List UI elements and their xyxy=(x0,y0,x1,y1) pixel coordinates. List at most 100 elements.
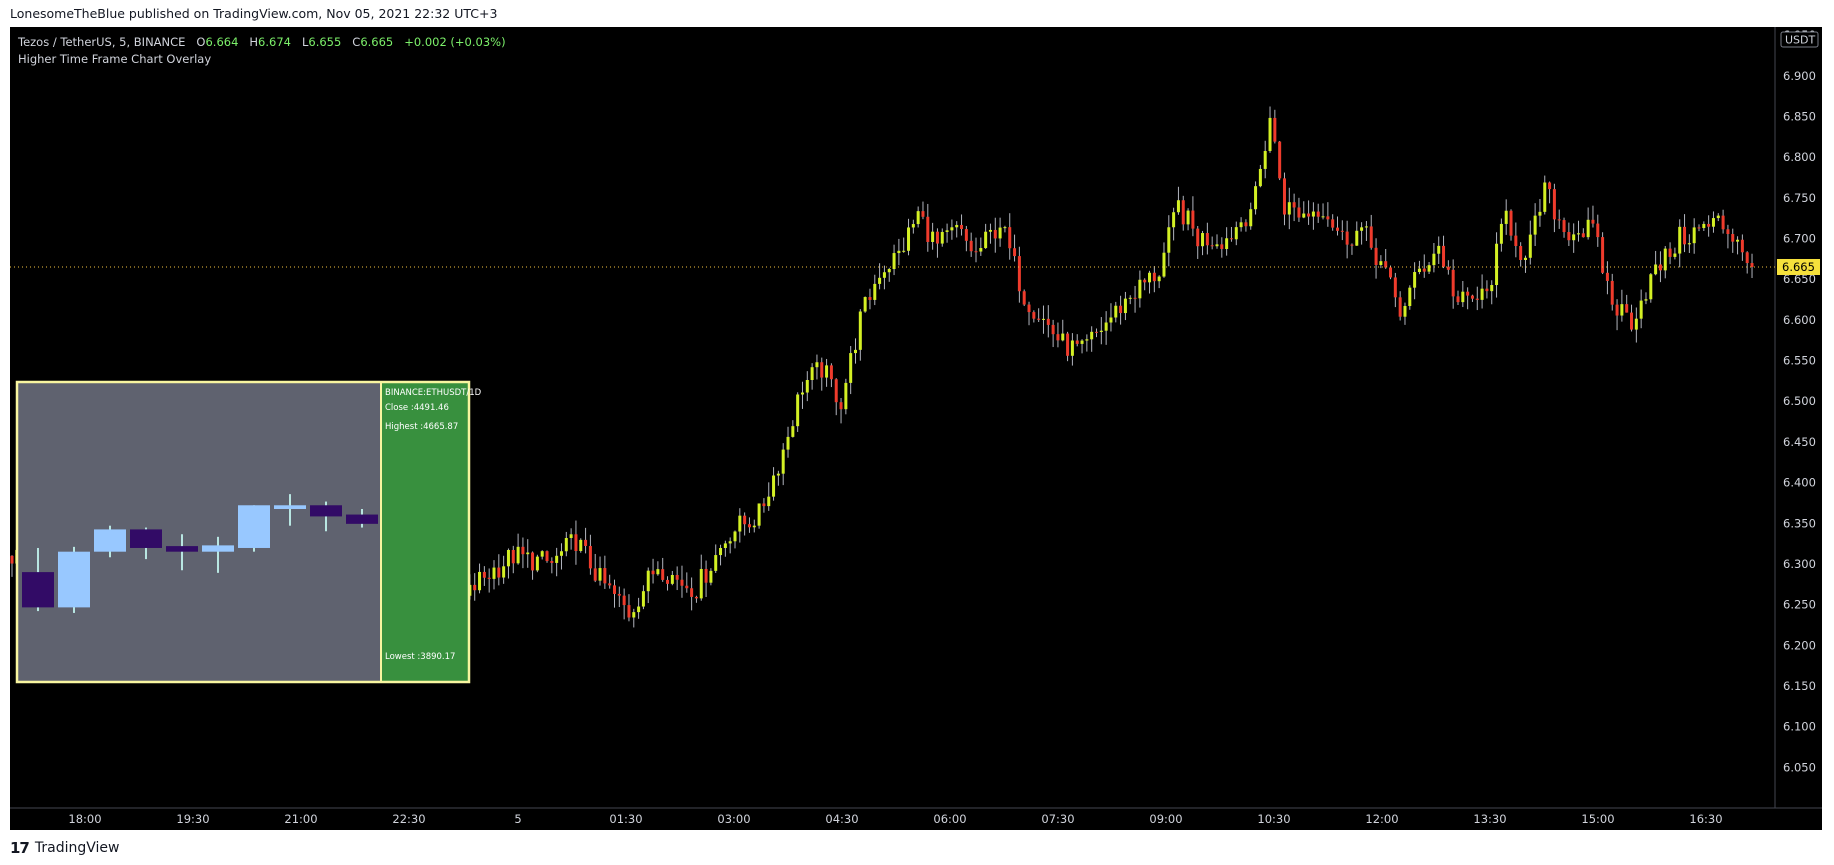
candle-body xyxy=(800,392,804,395)
candle-body xyxy=(10,555,14,564)
price-chart[interactable]: 6.050 6.100 6.150 6.200 6.250 6.300 6.350 6.400… xyxy=(10,27,1822,830)
candle-body xyxy=(487,577,491,579)
candle-body xyxy=(598,568,602,581)
candle-body xyxy=(540,551,544,557)
candle-body xyxy=(1186,210,1190,225)
symbol-legend: Tezos / TetherUS, 5, BINANCE O6.664 H6.6… xyxy=(18,34,506,68)
candle-body xyxy=(1552,189,1556,220)
chart-area[interactable]: 6.050 6.100 6.150 6.200 6.250 6.300 6.350 6.400… xyxy=(10,27,1822,830)
overlay-candle-body xyxy=(166,546,198,552)
overlay-candle-body xyxy=(130,529,162,548)
overlay-candle-body xyxy=(346,514,378,524)
time-tick-label: 19:30 xyxy=(176,812,209,826)
candle-body xyxy=(1003,227,1007,229)
price-tick-label: 6.400 xyxy=(1783,476,1816,490)
candle-body xyxy=(1278,141,1282,179)
candle-body xyxy=(545,551,549,562)
candle-body xyxy=(555,555,559,563)
candle-body xyxy=(1562,220,1566,233)
candle-body xyxy=(714,555,718,571)
candle-body xyxy=(478,571,482,591)
candle-body xyxy=(1017,256,1021,292)
candle-body xyxy=(839,402,843,410)
candle-body xyxy=(902,250,906,252)
candle-body xyxy=(1417,268,1421,273)
candle-body xyxy=(661,569,665,580)
candle-body xyxy=(1172,212,1176,228)
candle-body xyxy=(1567,232,1571,241)
candle-body xyxy=(1109,317,1113,323)
candle-body xyxy=(1702,223,1706,229)
price-tick-label: 6.050 xyxy=(1783,760,1816,774)
candle-body xyxy=(1239,222,1243,228)
candle-body xyxy=(1509,210,1513,236)
indicator-title[interactable]: Higher Time Frame Chart Overlay xyxy=(18,52,212,66)
candle-body xyxy=(878,277,882,284)
price-tick-label: 6.900 xyxy=(1783,69,1816,83)
candle-body xyxy=(868,297,872,300)
candle-body xyxy=(1707,223,1711,227)
candle-body xyxy=(1601,237,1605,273)
price-tick-label: 6.150 xyxy=(1783,679,1816,693)
candle-body xyxy=(651,570,655,575)
legend-symbol[interactable]: Tezos / TetherUS, 5, BINANCE xyxy=(18,35,186,49)
candle-body xyxy=(1162,252,1166,277)
footer-brand[interactable]: TradingView xyxy=(34,840,120,856)
time-tick-label: 15:00 xyxy=(1581,812,1614,826)
candle-body xyxy=(810,367,814,381)
candle-body xyxy=(1745,252,1749,264)
candle-body xyxy=(998,227,1002,239)
price-tick-label: 6.850 xyxy=(1783,109,1816,123)
candle-body xyxy=(1572,234,1576,241)
candle-body xyxy=(627,605,631,618)
candle-body xyxy=(1721,215,1725,230)
candle-body xyxy=(1360,227,1364,231)
candle-body xyxy=(1692,227,1696,244)
candle-body xyxy=(680,579,684,586)
candle-body xyxy=(1095,331,1098,333)
candle-body xyxy=(1466,291,1470,296)
tradingview-logo-icon: 17 xyxy=(10,839,30,857)
candle-body xyxy=(805,380,809,393)
candle-body xyxy=(1663,248,1667,271)
price-tick-label: 6.450 xyxy=(1783,435,1816,449)
candle-body xyxy=(1442,245,1446,267)
candle-body xyxy=(1374,247,1378,266)
candle-body xyxy=(1364,226,1368,228)
candle-body xyxy=(1519,246,1523,261)
candle-body xyxy=(1384,261,1388,268)
candle-body xyxy=(666,579,670,584)
overlay-candle-body xyxy=(238,505,270,548)
candle-body xyxy=(1427,265,1431,272)
candle-body xyxy=(1008,227,1012,249)
footer: 17 TradingView xyxy=(10,838,119,858)
candle-body xyxy=(825,365,829,378)
candle-body xyxy=(1041,318,1045,320)
overlay-candle-body xyxy=(58,551,90,608)
candle-body xyxy=(873,283,877,300)
candle-body xyxy=(1075,340,1079,344)
candle-body xyxy=(1340,230,1344,232)
candle-body xyxy=(815,362,819,368)
candle-body xyxy=(579,539,583,551)
candle-body xyxy=(1287,202,1291,215)
candle-body xyxy=(733,531,737,542)
candle-body xyxy=(854,349,857,354)
candle-body xyxy=(1437,245,1441,254)
candle-body xyxy=(940,231,944,244)
candle-body xyxy=(1061,333,1065,341)
candle-body xyxy=(719,548,723,556)
candle-body xyxy=(1644,299,1648,301)
candle-body xyxy=(974,251,978,253)
candle-body xyxy=(511,549,515,564)
candle-body xyxy=(1393,277,1397,298)
candle-body xyxy=(1673,253,1677,257)
candle-body xyxy=(531,552,535,571)
candle-body xyxy=(1490,285,1494,292)
overlay-candle-body xyxy=(274,505,306,509)
overlay-lowest-label: Lowest :3890.17 xyxy=(385,652,455,662)
candle-body xyxy=(1210,245,1214,247)
candle-body xyxy=(993,229,997,239)
legend-open: 6.664 xyxy=(205,35,239,49)
candle-body xyxy=(1523,257,1527,261)
